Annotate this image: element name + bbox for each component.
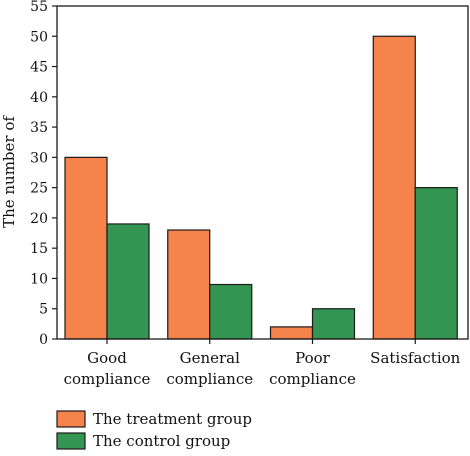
y-tick-label: 25 bbox=[30, 181, 48, 197]
x-tick-label: Poor bbox=[295, 349, 331, 367]
x-tick-label: compliance bbox=[64, 370, 151, 388]
legend-label-control: The control group bbox=[93, 432, 230, 450]
x-tick-label: compliance bbox=[269, 370, 356, 388]
bar-control-1 bbox=[209, 283, 253, 340]
y-tick-label: 5 bbox=[39, 302, 48, 318]
bar-control-0 bbox=[106, 223, 150, 340]
y-tick-label: 35 bbox=[30, 120, 48, 136]
y-tick-label: 40 bbox=[30, 90, 48, 106]
y-tick-label: 0 bbox=[39, 332, 48, 348]
bar-treatment-2 bbox=[269, 326, 314, 340]
axes: 0 5 10 15 20 25 30 35 40 45 50 55 Good compliance Gene… bbox=[30, 0, 469, 388]
plot-area bbox=[64, 35, 458, 340]
legend-swatch-control bbox=[56, 432, 86, 450]
legend-label-treatment: The treatment group bbox=[93, 410, 252, 428]
x-tick-label: Satisfaction bbox=[370, 349, 460, 367]
plot-frame bbox=[56, 5, 469, 340]
bar-treatment-0 bbox=[64, 156, 108, 340]
bar-treatment-3 bbox=[372, 35, 416, 340]
y-tick-label: 45 bbox=[30, 60, 48, 76]
x-tick-label: compliance bbox=[166, 370, 253, 388]
x-tick-label: Good bbox=[87, 349, 127, 367]
y-tick-label: 20 bbox=[30, 211, 48, 227]
bar-treatment-1 bbox=[167, 229, 211, 340]
y-tick-label: 50 bbox=[30, 29, 48, 45]
legend: The treatment group The control group bbox=[56, 410, 252, 450]
y-axis-label: The number of bbox=[0, 115, 18, 228]
bar-control-3 bbox=[414, 187, 458, 340]
y-tick-label: 10 bbox=[30, 271, 48, 287]
y-tick-label: 30 bbox=[30, 150, 48, 166]
x-tick-label: General bbox=[180, 349, 241, 367]
bar-control-2 bbox=[311, 308, 356, 340]
y-tick-label: 15 bbox=[30, 241, 48, 257]
y-tick-label: 55 bbox=[30, 0, 48, 15]
legend-swatch-treatment bbox=[56, 410, 86, 428]
